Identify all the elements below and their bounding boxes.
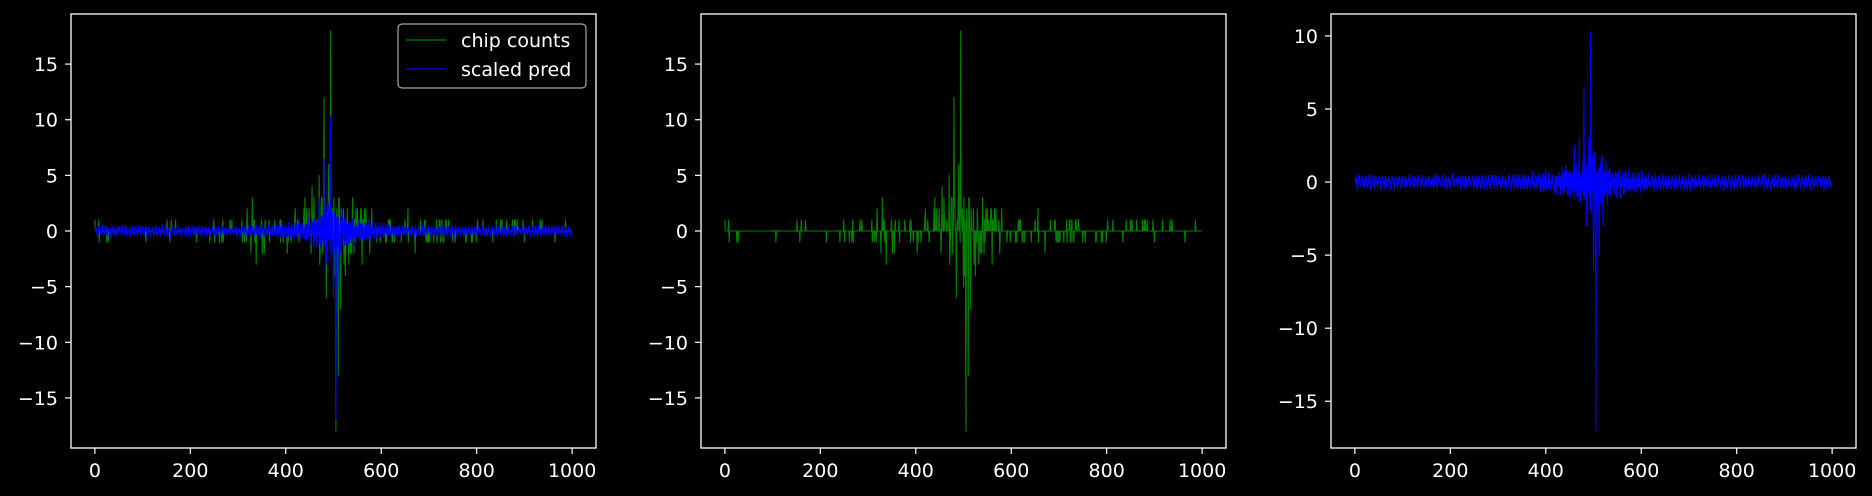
middle-panel: 0 200 400 600 800 1000 −15 −10 −5 0 5 10 15 <box>648 13 1227 482</box>
left-x-tick-label: 400 <box>268 460 304 482</box>
left-panel: 0 200 400 600 800 1000 −15 −10 −5 0 5 10 15 chip co… <box>18 13 597 482</box>
middle-y-tick-label: −10 <box>648 332 688 354</box>
left-x-tick-label: 200 <box>172 460 208 482</box>
right-x-axis: 0 200 400 600 800 1000 <box>1349 448 1856 482</box>
left-y-tick-label: 0 <box>46 221 58 243</box>
middle-y-tick-label: 0 <box>676 221 688 243</box>
right-x-tick-label: 600 <box>1623 460 1659 482</box>
left-y-tick-label: −15 <box>18 388 58 410</box>
right-x-tick-label: 800 <box>1719 460 1755 482</box>
right-y-tick-label: 5 <box>1306 99 1318 121</box>
right-y-tick-label: −15 <box>1278 391 1318 413</box>
middle-y-tick-label: −15 <box>648 388 688 410</box>
right-y-axis: −15 −10 −5 0 5 10 <box>1278 26 1331 413</box>
middle-series-counts <box>724 30 1202 432</box>
middle-x-tick-label: 800 <box>1089 460 1125 482</box>
middle-x-tick-label: 400 <box>898 460 934 482</box>
right-axes-frame <box>1330 13 1857 449</box>
middle-y-tick-label: −5 <box>660 277 688 299</box>
legend: chip counts scaled pred <box>397 23 587 89</box>
left-y-tick-label: 5 <box>46 165 58 187</box>
middle-plot-lines <box>724 30 1202 432</box>
left-x-tick-label: 800 <box>459 460 495 482</box>
left-x-tick-label: 600 <box>363 460 399 482</box>
right-y-tick-label: −10 <box>1278 318 1318 340</box>
left-x-tick-label: 1000 <box>548 460 596 482</box>
right-x-tick-label: 0 <box>1349 460 1361 482</box>
right-panel: 0 200 400 600 800 1000 −15 −10 −5 0 5 10 <box>1278 13 1857 482</box>
left-y-axis: −15 −10 −5 0 5 10 15 <box>18 54 71 410</box>
left-y-tick-label: 10 <box>34 110 58 132</box>
left-series-scaled-pred <box>94 115 573 421</box>
right-series-pred <box>1354 30 1833 432</box>
right-x-tick-label: 1000 <box>1808 460 1856 482</box>
right-y-tick-label: 0 <box>1306 172 1318 194</box>
right-x-tick-label: 200 <box>1432 460 1468 482</box>
middle-y-axis: −15 −10 −5 0 5 10 15 <box>648 54 701 410</box>
middle-x-axis: 0 200 400 600 800 1000 <box>719 448 1226 482</box>
middle-y-tick-label: 15 <box>664 54 688 76</box>
right-y-tick-label: 10 <box>1294 26 1318 48</box>
middle-x-tick-label: 200 <box>802 460 838 482</box>
left-x-tick-label: 0 <box>89 460 101 482</box>
middle-x-tick-label: 600 <box>993 460 1029 482</box>
left-x-axis: 0 200 400 600 800 1000 <box>89 448 596 482</box>
right-x-tick-label: 400 <box>1528 460 1564 482</box>
middle-x-tick-label: 0 <box>719 460 731 482</box>
left-y-tick-label: −10 <box>18 332 58 354</box>
left-y-tick-label: 15 <box>34 54 58 76</box>
middle-x-tick-label: 1000 <box>1178 460 1226 482</box>
middle-y-tick-label: 10 <box>664 110 688 132</box>
right-y-tick-label: −5 <box>1290 245 1318 267</box>
left-y-tick-label: −5 <box>30 277 58 299</box>
left-plot-lines <box>94 30 573 432</box>
right-plot-lines <box>1354 30 1833 432</box>
legend-label-chip-counts: chip counts <box>461 30 570 52</box>
middle-y-tick-label: 5 <box>676 165 688 187</box>
legend-label-scaled-pred: scaled pred <box>461 59 571 81</box>
